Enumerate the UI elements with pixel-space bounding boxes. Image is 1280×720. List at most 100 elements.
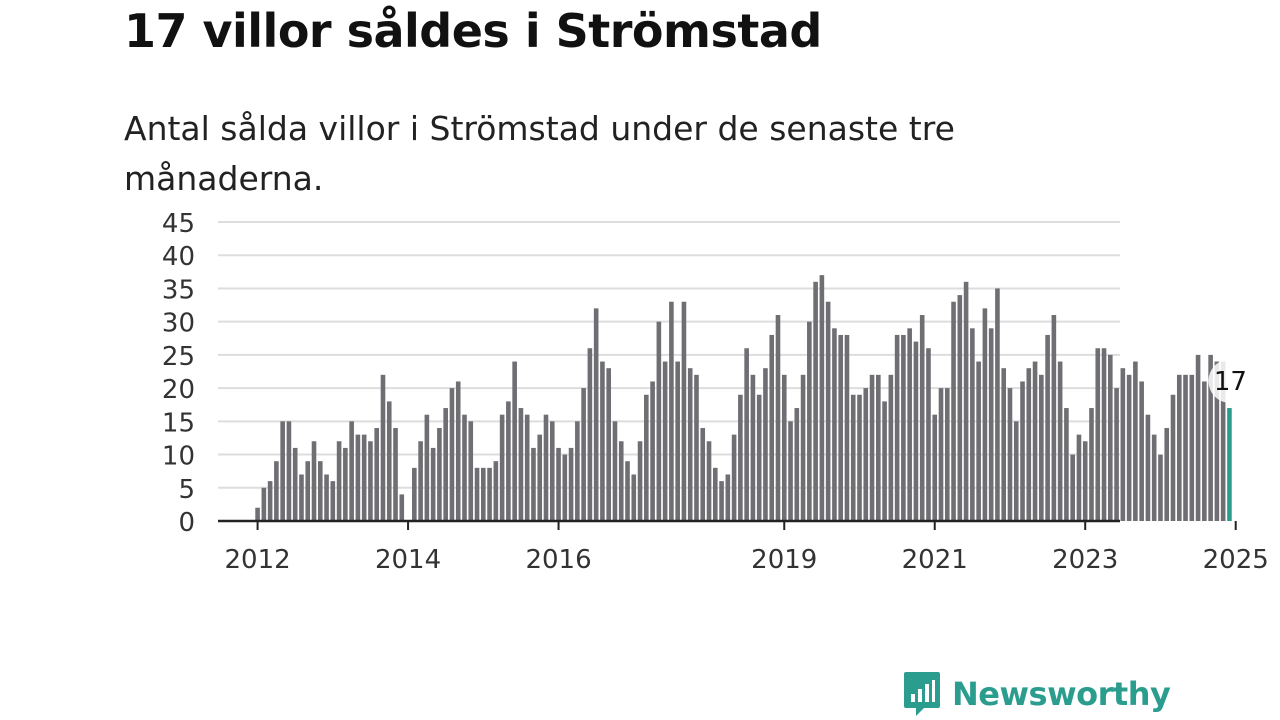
bar: [894, 334, 900, 521]
y-tick-label: 10: [162, 442, 195, 472]
bar: [1170, 394, 1176, 521]
bar: [518, 408, 524, 521]
bar: [1020, 381, 1025, 521]
bar: [274, 461, 279, 521]
bar: [1164, 427, 1170, 521]
bar: [424, 414, 430, 521]
bar: [1108, 354, 1113, 521]
bar: [311, 441, 317, 521]
x-tick-label: 2012: [224, 545, 290, 575]
bar: [1101, 348, 1107, 521]
bar: [606, 368, 611, 521]
bar: [1189, 374, 1195, 521]
bar: [412, 467, 417, 521]
bar: [455, 381, 461, 521]
bar: [487, 467, 492, 521]
bar: [524, 414, 530, 521]
bar: [800, 374, 806, 521]
bar: [988, 328, 994, 521]
bar: [876, 374, 881, 521]
brand-name: Newsworthy: [952, 675, 1171, 713]
bar: [819, 275, 825, 521]
bar: [349, 421, 354, 521]
bar: [706, 441, 712, 521]
bar: [1057, 361, 1063, 521]
bar: [568, 447, 574, 521]
bar: [970, 328, 975, 521]
bar: [581, 388, 586, 521]
bar: [618, 441, 624, 521]
bar: [1089, 408, 1094, 521]
bar: [719, 481, 724, 521]
bar: [317, 461, 323, 521]
bar: [756, 394, 762, 521]
x-tick-label: 2021: [902, 545, 968, 575]
bar: [437, 427, 442, 521]
y-tick-label: 35: [162, 275, 195, 305]
bar: [1120, 368, 1126, 521]
chart-annotation: 17: [1208, 359, 1253, 404]
bar: [1220, 361, 1226, 521]
y-tick-label: 15: [162, 408, 195, 438]
bar: [1195, 354, 1201, 521]
bar: [781, 374, 787, 521]
bar: [1114, 388, 1119, 521]
bar: [907, 328, 912, 521]
bar: [926, 348, 931, 521]
y-tick-label: 5: [178, 475, 195, 505]
bar: [982, 308, 988, 521]
bar: [556, 447, 561, 521]
bar: [681, 301, 687, 521]
bar: [1064, 408, 1069, 521]
bar: [738, 394, 743, 521]
x-tick-label: 2023: [1052, 545, 1118, 575]
bar: [261, 487, 267, 521]
label-halo: [1208, 359, 1253, 404]
bar: [267, 481, 273, 521]
bar: [512, 361, 517, 521]
bar: [299, 474, 304, 521]
bar: [418, 441, 423, 521]
bar: [549, 421, 555, 521]
bar: [575, 421, 580, 521]
bar: [951, 301, 956, 521]
bar: [850, 394, 856, 521]
bar: [355, 434, 361, 521]
bar: [644, 394, 649, 521]
bar: [712, 467, 718, 521]
chart-bars: [255, 275, 1232, 521]
bar: [1158, 454, 1163, 521]
bar: [1045, 334, 1050, 521]
y-tick-label: 45: [162, 209, 195, 239]
y-tick-label: 25: [162, 342, 195, 372]
bar: [825, 301, 831, 521]
newsworthy-logo: Newsworthy: [902, 670, 1171, 718]
bar: [857, 394, 862, 521]
bar: [844, 334, 850, 521]
bar: [531, 447, 536, 521]
bar: [593, 308, 599, 521]
x-tick-label: 2016: [525, 545, 591, 575]
bar: [1145, 414, 1151, 521]
bar: [725, 474, 731, 521]
bar: [1039, 374, 1044, 521]
bar: [499, 414, 505, 521]
bar: [374, 427, 380, 521]
bar: [1095, 348, 1101, 521]
newsworthy-logo-icon: [904, 672, 940, 716]
bar: [882, 401, 887, 521]
bar: [763, 368, 768, 521]
bar: [838, 334, 843, 521]
x-tick-label: 2025: [1203, 545, 1269, 575]
bar: [669, 301, 674, 521]
bar: [1032, 361, 1038, 521]
bar: [330, 481, 336, 521]
bar: [687, 368, 693, 521]
bar: [656, 321, 662, 521]
bar: [386, 401, 392, 521]
bar: [731, 434, 737, 521]
bar: [1183, 374, 1188, 521]
page-subtitle: Antal sålda villor i Strömstad under de …: [124, 109, 955, 198]
bar: [694, 374, 699, 521]
